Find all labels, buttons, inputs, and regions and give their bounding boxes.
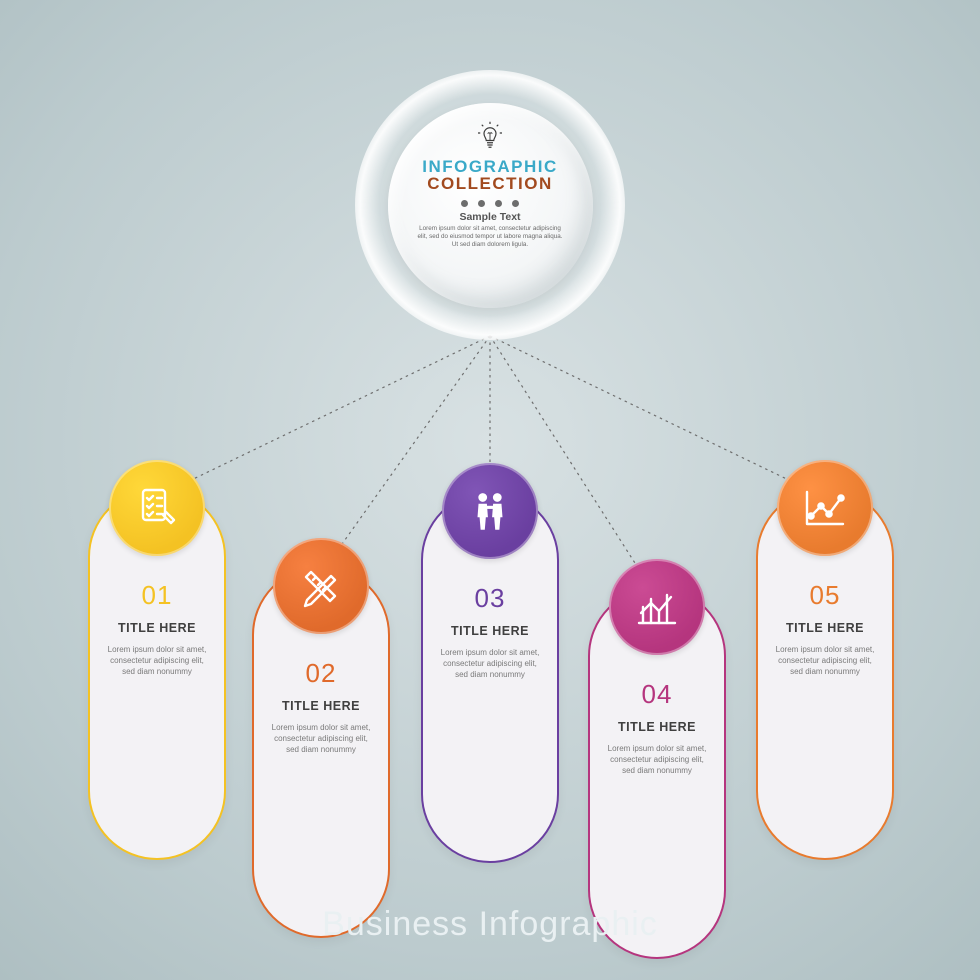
pill-03: 03 TITLE HERE Lorem ipsum dolor sit amet… [421, 491, 559, 863]
center-dots [461, 200, 519, 207]
bulb-icon [475, 121, 505, 156]
pill-body: Lorem ipsum dolor sit amet, consectetur … [437, 648, 543, 680]
pill-number: 03 [475, 583, 506, 614]
center-subtitle: COLLECTION [427, 174, 553, 194]
line-chart-icon [777, 460, 873, 556]
pill-body: Lorem ipsum dolor sit amet, consectetur … [104, 645, 210, 677]
pill-02: 02 TITLE HERE Lorem ipsum dolor sit amet… [252, 566, 390, 938]
center-circle: INFOGRAPHIC COLLECTION Sample Text Lorem… [388, 103, 593, 308]
pill-number: 02 [306, 658, 337, 689]
pill-number: 01 [142, 580, 173, 611]
pill-title: TITLE HERE [786, 621, 864, 635]
pencil-ruler-icon [273, 538, 369, 634]
center-lorem: Lorem ipsum dolor sit amet, consectetur … [402, 225, 579, 249]
pill-title: TITLE HERE [451, 624, 529, 638]
people-icon [442, 463, 538, 559]
pill-04: 04 TITLE HERE Lorem ipsum dolor sit amet… [588, 587, 726, 959]
pill-body: Lorem ipsum dolor sit amet, consectetur … [772, 645, 878, 677]
pill-title: TITLE HERE [618, 720, 696, 734]
bars-line-icon [609, 559, 705, 655]
pill-01: 01 TITLE HERE Lorem ipsum dolor sit amet… [88, 488, 226, 860]
center-title: INFOGRAPHIC [422, 158, 558, 176]
checklist-icon [109, 460, 205, 556]
pill-number: 05 [810, 580, 841, 611]
footer-title: Business Infographic [0, 905, 980, 944]
center-sample-label: Sample Text [459, 211, 520, 223]
pill-title: TITLE HERE [118, 621, 196, 635]
infographic-canvas: INFOGRAPHIC COLLECTION Sample Text Lorem… [0, 0, 980, 980]
pill-05: 05 TITLE HERE Lorem ipsum dolor sit amet… [756, 488, 894, 860]
pill-body: Lorem ipsum dolor sit amet, consectetur … [604, 744, 710, 776]
pill-body: Lorem ipsum dolor sit amet, consectetur … [268, 723, 374, 755]
center-rim: INFOGRAPHIC COLLECTION Sample Text Lorem… [355, 70, 625, 340]
pill-number: 04 [642, 679, 673, 710]
pill-title: TITLE HERE [282, 699, 360, 713]
